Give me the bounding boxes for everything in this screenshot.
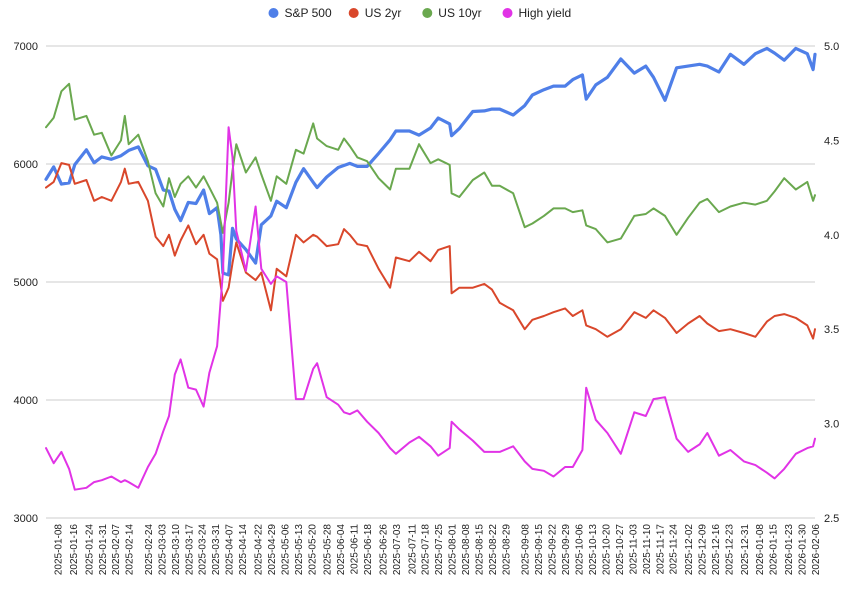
y-left-tick-label: 4000	[14, 395, 38, 407]
x-tick-label: 2025-12-31	[740, 524, 751, 576]
x-tick-label: 2025-02-24	[144, 524, 155, 576]
x-axis: 2025-01-08 2025-01-16 2025-01-24 2025-01-31…	[54, 524, 822, 576]
legend-marker-us-2yr	[348, 8, 359, 18]
x-tick-label: 2025-06-18	[363, 524, 374, 576]
y-left-tick-label: 3000	[14, 513, 38, 525]
x-tick-label: 2025-10-06	[575, 524, 586, 576]
y-right-tick-label: 4.5	[824, 135, 839, 147]
series-line-us-2yr	[45, 162, 816, 340]
x-tick-label: 2025-08-08	[461, 524, 472, 576]
x-tick-label: 2025-02-07	[111, 524, 122, 576]
series-line-us-10yr	[45, 82, 816, 244]
series-group	[44, 46, 817, 491]
legend: S&P 500 US 2yr US 10yr High yield	[268, 6, 572, 20]
y-right-tick-label: 4.0	[824, 230, 839, 242]
series-line-high-yield	[45, 126, 816, 491]
x-tick-label: 2025-12-09	[698, 524, 709, 576]
x-tick-label: 2025-05-28	[323, 524, 334, 576]
x-tick-label: 2025-01-31	[98, 524, 109, 576]
x-tick-label: 2025-07-25	[434, 524, 445, 576]
x-tick-label: 2025-06-04	[336, 524, 347, 576]
x-tick-label: 2025-11-03	[628, 524, 639, 575]
y-right-tick-label: 3.5	[824, 324, 839, 336]
x-tick-label: 2025-04-07	[225, 524, 236, 576]
x-tick-label: 2025-04-29	[267, 524, 278, 576]
x-tick-label: 2025-03-24	[198, 524, 209, 576]
x-tick-label: 2025-11-17	[655, 524, 666, 575]
x-tick-label: 2025-07-18	[421, 524, 432, 576]
x-tick-label: 2026-01-15	[769, 524, 780, 576]
x-tick-label: 2025-01-24	[84, 524, 95, 576]
x-tick-label: 2026-01-23	[784, 524, 795, 576]
x-tick-label: 2025-02-14	[125, 524, 136, 576]
y-right-tick-label: 2.5	[824, 513, 839, 525]
x-tick-label: 2025-10-13	[588, 524, 599, 576]
x-tick-label: 2025-01-08	[54, 524, 65, 576]
x-tick-label: 2025-10-20	[601, 524, 612, 576]
y-left-tick-label: 7000	[14, 41, 38, 53]
legend-marker-high-yield	[502, 8, 513, 18]
x-tick-label: 2025-12-16	[711, 524, 722, 576]
y-left-tick-label: 6000	[14, 159, 38, 171]
y-right-tick-label: 3.0	[824, 419, 839, 431]
x-tick-label: 2026-01-30	[798, 524, 809, 576]
x-tick-label: 2025-03-03	[157, 524, 168, 576]
x-tick-label: 2025-09-08	[521, 524, 532, 576]
x-tick-label: 2025-11-24	[669, 524, 680, 575]
legend-label-us-2yr: US 2yr	[365, 6, 402, 20]
x-tick-label: 2025-12-23	[724, 524, 735, 576]
y-right-tick-label: 5.0	[824, 41, 839, 53]
x-tick-label: 2025-10-27	[615, 524, 626, 576]
x-tick-label: 2025-06-26	[378, 524, 389, 576]
x-tick-label: 2025-11-10	[642, 524, 653, 575]
x-tick-label: 2025-08-29	[501, 524, 512, 576]
legend-label-us-10yr: US 10yr	[438, 6, 481, 20]
x-tick-label: 2025-03-17	[184, 524, 195, 576]
y-axis-left: 3000 4000 5000 6000 7000	[14, 41, 38, 525]
x-tick-label: 2025-09-15	[534, 524, 545, 576]
x-tick-label: 2025-08-22	[488, 524, 499, 576]
x-tick-label: 2025-05-13	[294, 524, 305, 576]
x-tick-label: 2025-04-22	[253, 524, 264, 576]
x-tick-label: 2025-03-10	[171, 524, 182, 576]
x-tick-label: 2026-02-06	[811, 524, 822, 576]
x-tick-label: 2025-04-14	[238, 524, 249, 576]
legend-marker-us-10yr	[422, 8, 433, 18]
x-tick-label: 2025-09-29	[561, 524, 572, 576]
legend-label-s-p-500: S&P 500	[285, 6, 332, 20]
x-tick-label: 2025-06-11	[350, 524, 361, 575]
legend-label-high-yield: High yield	[519, 6, 572, 20]
y-left-tick-label: 5000	[14, 277, 38, 289]
legend-marker-s-p-500	[268, 8, 279, 18]
x-tick-label: 2025-08-15	[475, 524, 486, 576]
x-tick-label: 2026-01-08	[755, 524, 766, 576]
x-tick-label: 2025-05-20	[307, 524, 318, 576]
x-tick-label: 2025-07-11	[407, 524, 418, 575]
y-axis-right: 2.5 3.0 3.5 4.0 4.5 5.0	[824, 41, 839, 525]
x-tick-label: 2025-07-03	[392, 524, 403, 576]
x-tick-label: 2025-12-02	[684, 524, 695, 576]
x-tick-label: 2025-03-31	[211, 524, 222, 576]
x-tick-label: 2025-08-01	[448, 524, 459, 576]
x-tick-label: 2025-05-06	[280, 524, 291, 576]
x-tick-label: 2025-01-16	[69, 524, 80, 576]
x-tick-label: 2025-09-22	[548, 524, 559, 576]
gridlines	[46, 45, 815, 519]
